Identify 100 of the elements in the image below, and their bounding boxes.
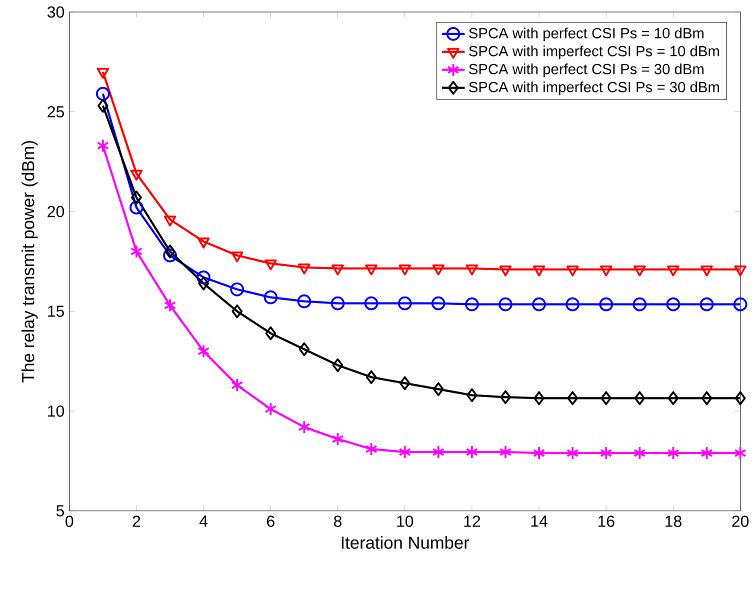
point	[532, 446, 546, 460]
point	[364, 296, 378, 310]
point	[733, 297, 748, 312]
point	[398, 264, 411, 276]
point	[130, 170, 143, 180]
point	[164, 215, 176, 226]
point	[734, 446, 746, 460]
point	[332, 432, 344, 446]
x-tick-label: 6	[267, 515, 274, 527]
point	[701, 391, 712, 405]
point	[634, 265, 646, 276]
point	[230, 251, 244, 262]
point	[432, 444, 445, 459]
x-tick-label: 14	[531, 515, 548, 526]
point	[96, 138, 110, 153]
y-tick-label: 5	[56, 505, 64, 516]
point	[230, 282, 244, 296]
point	[466, 444, 478, 459]
point	[432, 382, 444, 396]
y-tick-label: 15	[48, 306, 64, 317]
x-tick-label: 8	[334, 515, 342, 527]
point	[600, 446, 612, 460]
point	[197, 237, 210, 248]
point	[297, 294, 312, 308]
point	[498, 297, 512, 312]
x-tick-label: 16	[598, 515, 614, 527]
point	[164, 298, 176, 312]
point	[700, 265, 713, 276]
point	[499, 444, 512, 459]
point	[534, 391, 544, 405]
point	[634, 446, 646, 460]
x-axis-title: Iteration Number	[342, 536, 470, 549]
point	[198, 276, 209, 290]
y-axis-title: The relay transmit power (dBm)	[22, 141, 38, 382]
point	[567, 391, 578, 405]
point	[566, 265, 579, 276]
y-tick-label: 20	[48, 206, 64, 218]
point	[196, 270, 210, 284]
x-tick-label: 12	[464, 515, 480, 527]
point	[365, 264, 378, 276]
point	[465, 297, 479, 312]
x-tick-label: 20	[732, 515, 749, 527]
point	[264, 259, 277, 270]
legend-label: SPCA with imperfect CSI Ps = 10 dBm	[469, 45, 719, 60]
point	[500, 390, 511, 404]
point	[532, 265, 546, 276]
point	[332, 358, 344, 372]
x-tick-label: 10	[397, 515, 414, 527]
point	[466, 264, 478, 276]
point	[499, 265, 512, 276]
y-tick-label: 25	[48, 106, 64, 118]
x-tick-label: 2	[132, 515, 140, 527]
point	[566, 446, 579, 460]
point	[466, 388, 478, 402]
point	[264, 290, 278, 304]
point	[298, 420, 310, 434]
point	[600, 391, 612, 405]
point	[130, 200, 144, 214]
point	[197, 344, 210, 358]
point	[330, 296, 345, 310]
point	[131, 190, 142, 204]
point	[232, 304, 243, 318]
x-tick-label: 4	[199, 515, 208, 526]
point	[366, 370, 377, 384]
point	[398, 296, 412, 310]
point	[332, 264, 344, 276]
point	[96, 68, 110, 79]
point	[432, 264, 445, 276]
point	[164, 244, 176, 258]
point	[566, 297, 580, 312]
point	[532, 297, 546, 312]
point	[734, 265, 746, 276]
point	[264, 402, 277, 416]
point	[700, 446, 713, 460]
point	[97, 98, 108, 113]
legend-label: SPCA with perfect CSI Ps = 30 dBm	[469, 63, 704, 78]
point	[599, 297, 614, 312]
point	[399, 376, 410, 390]
point	[230, 378, 244, 392]
point	[298, 342, 310, 356]
point	[700, 297, 714, 312]
point	[365, 442, 378, 456]
point	[265, 326, 276, 340]
point	[163, 248, 177, 262]
y-tick-label: 10	[48, 405, 64, 417]
x-tick-label: 18	[666, 515, 682, 527]
point	[734, 391, 746, 405]
point	[431, 296, 446, 310]
point	[632, 297, 647, 312]
y-tick-label: 30	[47, 6, 64, 18]
point	[666, 297, 680, 312]
x-tick-label: 0	[66, 515, 74, 527]
point	[600, 265, 612, 276]
point	[634, 391, 646, 405]
point	[298, 263, 310, 274]
point	[96, 86, 110, 101]
legend-label: SPCA with perfect CSI Ps = 10 dBm	[469, 27, 704, 42]
legend-label: SPCA with imperfect CSI Ps = 30 dBm	[469, 81, 719, 96]
point	[398, 444, 411, 459]
point	[130, 244, 143, 258]
